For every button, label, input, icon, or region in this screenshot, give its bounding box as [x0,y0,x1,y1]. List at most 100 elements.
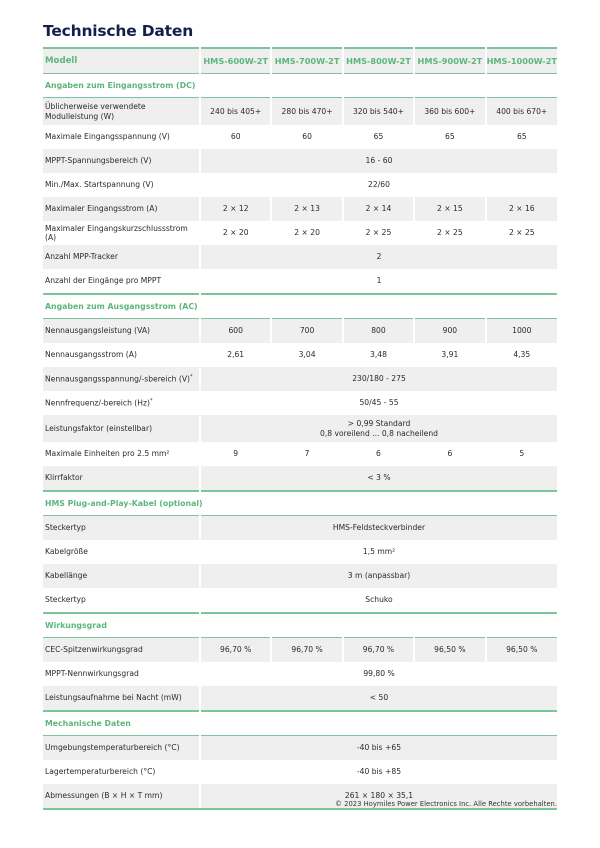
model-header: HMS-900W-2T [414,47,487,74]
row-label: Nennausgangsspannung/-sbereich (V)* [43,367,201,391]
row-value-span: 16 - 60 [200,149,557,173]
table-row: CEC-Spitzenwirkungsgrad 96,70 % 96,70 % 96,… [43,637,557,662]
section-title: Mechanische Daten [43,710,557,736]
section-header: HMS Plug-and-Play-Kabel (optional) [43,490,557,516]
row-value: 2 × 12 [200,197,273,221]
section-header: Mechanische Daten [43,710,557,736]
row-label: Abmessungen (B × H × T mm) [43,784,201,810]
row-value: 65 [342,125,416,149]
table-row: Umgebungstemperaturbereich (°C) -40 bis +… [43,735,557,760]
row-value-text: < 3 % [367,473,391,483]
row-label-text: Lagertemperaturbereich (°C) [45,767,156,777]
row-value: 2 × 20 [200,221,273,245]
row-value: 60 [200,125,273,149]
table-row: Üblicherweise verwendete Modulleistung (… [43,97,557,125]
row-value-text: 261 × 180 × 35,1 [344,791,414,801]
header-row: Modell HMS-600W-2T HMS-700W-2T HMS-800W-2T H… [43,47,557,74]
table-row: Min./Max. Startspannung (V) 22/60 [43,173,557,197]
row-value: 2 × 14 [342,197,416,221]
row-label: Nennfrequenz/-bereich (Hz)* [43,391,201,415]
row-label-text: Klirrfaktor [45,473,83,483]
row-value-span: 1 [200,269,557,294]
row-label: CEC-Spitzenwirkungsgrad [43,637,201,662]
header-label: Modell [43,47,201,74]
row-value: 1000 [485,318,557,343]
row-value: 60 [271,125,344,149]
row-value-text: 1 [376,276,382,286]
row-value: 65 [516,132,527,142]
row-value-span: 230/180 - 275 [200,367,557,391]
row-label-text: MPPT-Nennwirkungsgrad [45,669,139,679]
row-value-text-2: 0,8 voreilend ... 0,8 nacheilend [320,428,438,438]
row-value-span: 261 × 180 × 35,1 [200,784,557,810]
spec-table: Modell HMS-600W-2T HMS-700W-2T HMS-800W-2T H… [43,47,557,810]
row-value-text: 99,80 % [363,669,395,679]
row-value: 2 × 16 [485,197,557,221]
row-value: 65 [414,125,487,149]
row-label-text: Maximaler Eingangskurzschlussstrom (A) [45,223,188,242]
row-label-text: Nennausgangsspannung/-sbereich (V) [45,374,190,384]
row-value: 3,48 [342,343,416,367]
row-value: 4,35 [513,350,531,360]
page-title: Technische Daten [43,22,194,40]
row-value: 700 [271,318,344,343]
table-row: Abmessungen (B × H × T mm) 261 × 180 × 35… [43,784,557,810]
row-value-span: 99,80 % [200,662,557,686]
row-value: 5 [519,449,525,459]
row-value-span: 3 m (anpassbar) [200,564,557,588]
section-header: Angaben zum Eingangsstrom (DC) [43,73,557,98]
row-label: Klirrfaktor [43,466,201,491]
row-value: 2 × 15 [414,197,487,221]
table-row: Nennausgangsleistung (VA) 600 700 800 900 100… [43,318,557,343]
row-label: Leistungsaufnahme bei Nacht (mW) [43,686,201,711]
table-row: Lagertemperaturbereich (°C) -40 bis +85 [43,760,557,784]
row-label: Anzahl der Eingänge pro MPPT [43,269,201,294]
row-label-text: Abmessungen (B × H × T mm) [45,791,163,801]
model-header: HMS-600W-2T [200,47,273,74]
row-value: 6 [414,442,487,466]
row-label: Üblicherweise verwendete Modulleistung (… [43,97,201,125]
table-row: Steckertyp HMS-Feldsteckverbinder [43,515,557,540]
table-row: Leistungsaufnahme bei Nacht (mW) < 50 [43,686,557,711]
row-value: 240 bis 405+ [200,97,273,125]
table-row: Klirrfaktor < 3 % [43,466,557,491]
row-label: Maximaler Eingangsstrom (A) [43,197,201,221]
section-header: Angaben zum Ausgangsstrom (AC) [43,293,557,319]
row-label-text: Steckertyp [45,523,86,533]
row-value: 96,70 % [342,637,416,662]
row-label-text: Leistungsfaktor (einstellbar) [45,423,153,433]
row-value-span: 50/45 - 55 [200,391,557,415]
row-label-text: Anzahl der Eingänge pro MPPT [45,276,162,286]
table-row: Anzahl MPP-Tracker 2 [43,245,557,269]
model-header: HMS-700W-2T [271,47,344,74]
row-value-text: 230/180 - 275 [352,374,406,384]
row-value: 3,91 [414,343,487,367]
row-label-text: Maximale Eingangsspannung (V) [45,132,170,142]
table-row: Anzahl der Eingänge pro MPPT 1 [43,269,557,294]
row-value: 2 × 25 [342,221,416,245]
row-value: 320 bis 540+ [342,97,416,125]
row-label: Maximale Eingangsspannung (V) [43,125,201,149]
row-label-text: MPPT-Spannungsbereich (V) [45,156,152,166]
section-title: HMS Plug-and-Play-Kabel (optional) [43,490,557,516]
row-label-text: Nennfrequenz/-bereich (Hz) [45,398,150,408]
row-value: 96,50 % [414,637,487,662]
row-label-text: Kabellänge [45,571,88,581]
table-row: Nennausgangsstrom (A) 2,61 3,04 3,48 3,91 4,3… [43,343,557,367]
row-value: 3,04 [271,343,344,367]
row-label-text: Leistungsaufnahme bei Nacht (mW) [45,693,182,703]
row-value-text: 22/60 [368,180,390,190]
row-label: Steckertyp [43,588,201,613]
row-label: Leistungsfaktor (einstellbar) [43,415,201,442]
footnote-marker: * [149,397,153,404]
row-label-text: Maximaler Eingangsstrom (A) [45,204,158,214]
table-row: Nennfrequenz/-bereich (Hz)* 50/45 - 55 [43,391,557,415]
row-value-text: 3 m (anpassbar) [347,571,411,581]
row-label: Maximale Einheiten pro 2.5 mm² [43,442,201,466]
row-value: 360 bis 600+ [414,97,487,125]
table-row: Maximaler Eingangsstrom (A) 2 × 12 2 × 13 2… [43,197,557,221]
row-label: Kabellänge [43,564,201,588]
row-label: Maximaler Eingangskurzschlussstrom (A) [43,221,201,245]
model-header: HMS-1000W-2T [485,47,557,74]
row-value-text: 1,5 mm² [362,547,396,557]
